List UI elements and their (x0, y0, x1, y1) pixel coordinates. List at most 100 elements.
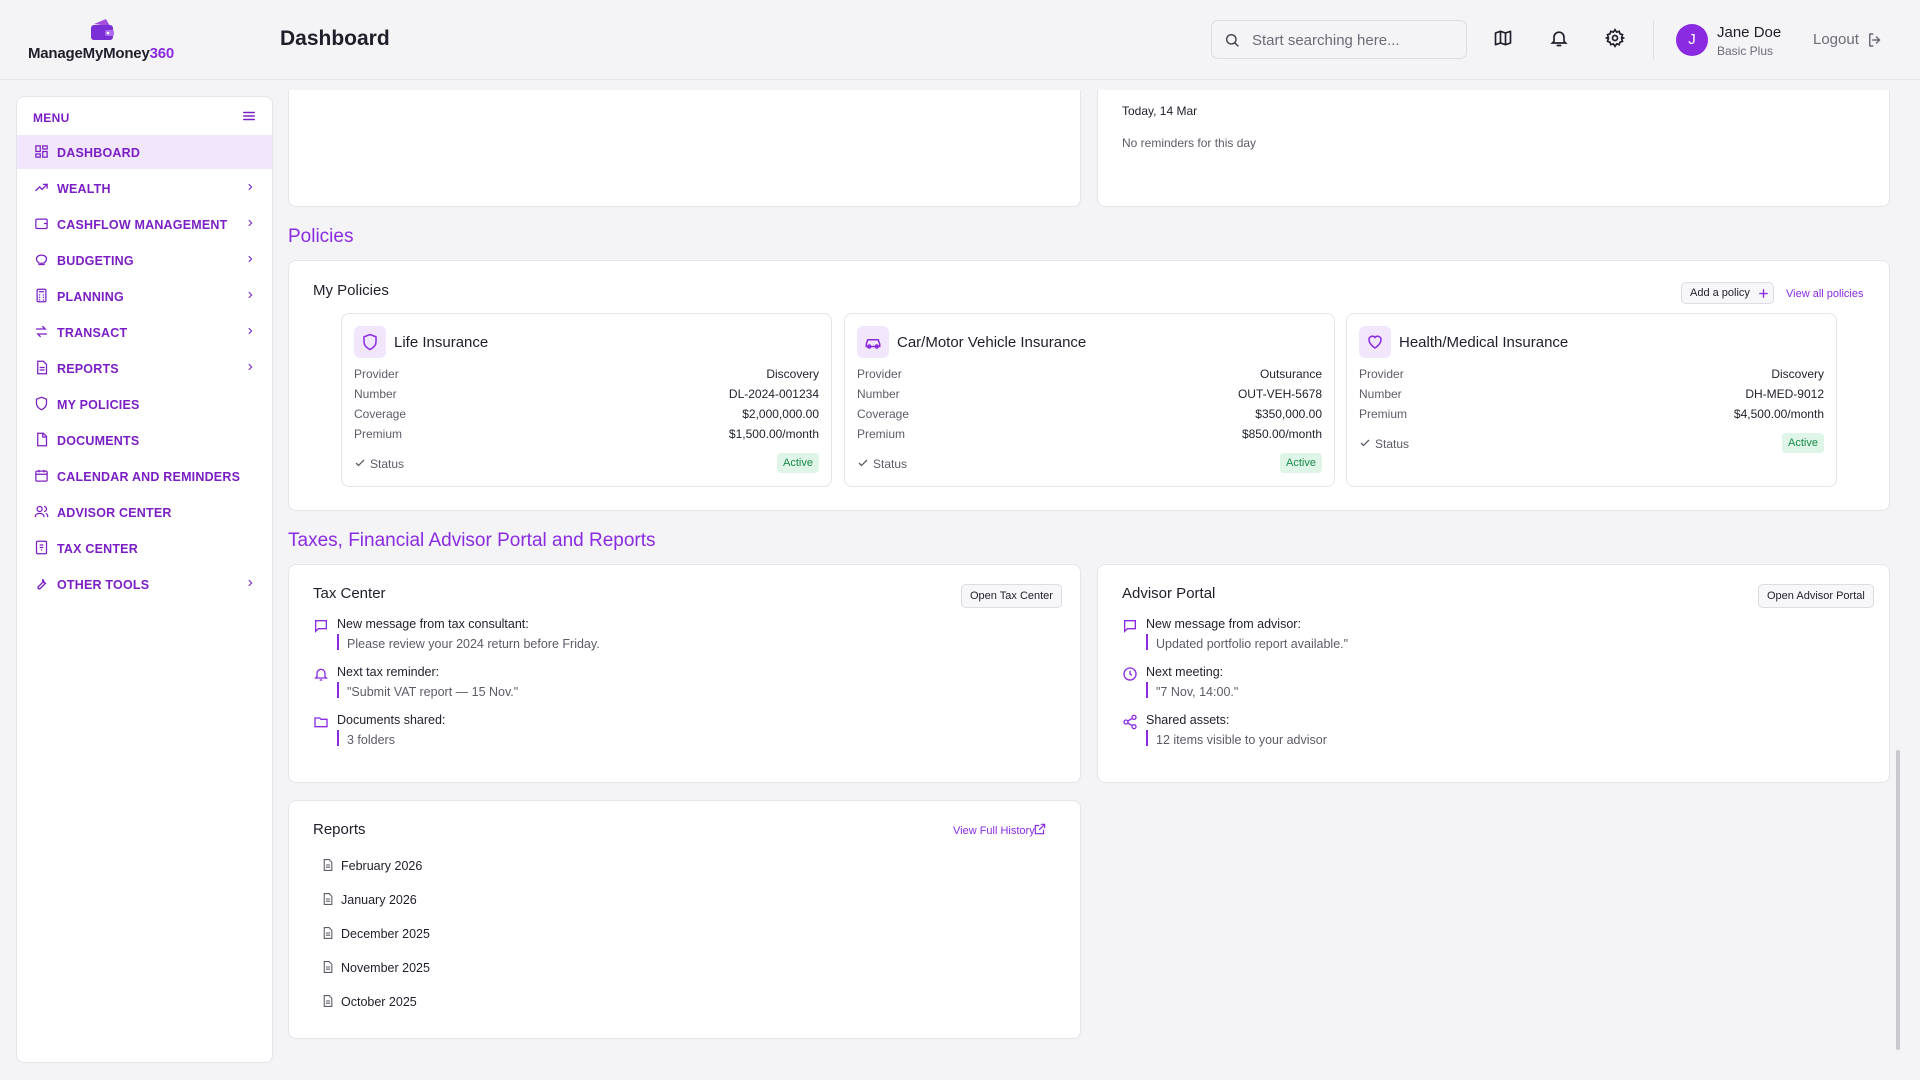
wallet-icon (35, 218, 48, 230)
sidebar-item-label: DASHBOARD (57, 146, 141, 160)
app-logo[interactable]: ManageMyMoney360 (26, 16, 178, 66)
chevron-right-icon (248, 255, 253, 263)
folder-icon (314, 717, 328, 728)
status-badge: Active (1280, 453, 1322, 473)
add-policy-button[interactable]: Add a policy (1681, 282, 1774, 304)
external-link-icon[interactable] (1033, 822, 1047, 836)
open-advisor-portal-button[interactable]: Open Advisor Portal (1758, 584, 1874, 608)
logo-wallet-icon (91, 19, 114, 40)
tax-documents-item: Documents shared: 3 folders (313, 712, 1013, 754)
sidebar-item-label: OTHER TOOLS (57, 578, 150, 592)
report-list-item[interactable]: February 2026 (321, 857, 721, 875)
menu-heading: MENU (33, 111, 70, 125)
logout-icon[interactable] (1866, 31, 1884, 49)
logout-button[interactable]: Logout (1813, 31, 1859, 48)
scrollbar-thumb[interactable] (1896, 750, 1900, 1050)
sidebar-item-cashflow[interactable]: CASHFLOW MANAGEMENT (17, 207, 272, 241)
check-icon (355, 459, 365, 467)
sidebar-item-reports[interactable]: REPORTS (17, 351, 272, 385)
policy-provider-row: Provider Discovery (354, 367, 819, 381)
advisor-message-item: New message from advisor: Updated portfo… (1122, 616, 1822, 658)
sidebar-item-documents[interactable]: DOCUMENTS (17, 423, 272, 457)
user-name: Jane Doe (1717, 24, 1782, 41)
view-all-policies-link[interactable]: View all policies (1786, 288, 1864, 300)
gear-icon[interactable] (1605, 28, 1625, 48)
search-box[interactable] (1211, 20, 1467, 59)
transfer-icon (35, 325, 48, 338)
sidebar-item-budgeting[interactable]: BUDGETING (17, 243, 272, 277)
sidebar-item-label: MY POLICIES (57, 398, 140, 412)
policy-status-row: Status Active (354, 453, 819, 473)
menu-toggle-icon[interactable] (242, 109, 256, 123)
calendar-icon (35, 469, 48, 482)
tax-center-title: Tax Center (313, 585, 386, 602)
sidebar-item-dashboard[interactable]: DASHBOARD (17, 135, 272, 169)
piggy-bank-icon (35, 254, 48, 266)
sidebar-item-advisor-center[interactable]: ADVISOR CENTER (17, 495, 272, 529)
sidebar-item-tax-center[interactable]: TAX CENTER (17, 531, 272, 565)
policy-title: Health/Medical Insurance (1399, 334, 1569, 351)
advisor-meeting-item: Next meeting: "7 Nov, 14:00." (1122, 664, 1822, 706)
policy-card-vehicle[interactable]: Car/Motor Vehicle Insurance Provider Outs… (844, 313, 1335, 487)
sidebar-item-transact[interactable]: TRANSACT (17, 315, 272, 349)
view-full-history-link[interactable]: View Full History (953, 825, 1035, 837)
plus-icon (1759, 289, 1768, 298)
policies-section-title: Policies (288, 226, 354, 247)
report-list-item[interactable]: November 2025 (321, 959, 721, 977)
top-header: ManageMyMoney360 Dashboard J Jane Doe Ba… (0, 0, 1920, 80)
sidebar-item-other-tools[interactable]: OTHER TOOLS (17, 567, 272, 601)
open-tax-center-button[interactable]: Open Tax Center (961, 584, 1062, 608)
shield-icon (35, 396, 48, 411)
chevron-right-icon (248, 183, 253, 191)
policy-number-row: Number DH-MED-9012 (1359, 387, 1824, 401)
receipt-icon (35, 540, 48, 555)
sidebar-item-label: DOCUMENTS (57, 434, 140, 448)
sidebar-item-wealth[interactable]: WEALTH (17, 171, 272, 205)
advisor-shared-item: Shared assets: 12 items visible to your … (1122, 712, 1822, 754)
status-badge: Active (777, 453, 819, 473)
report-icon (37, 360, 48, 375)
sidebar-item-planning[interactable]: PLANNING (17, 279, 272, 313)
sidebar-item-label: BUDGETING (57, 254, 134, 268)
report-list-item[interactable]: January 2026 (321, 891, 721, 909)
car-icon (865, 339, 881, 349)
tax-reminder-item: Next tax reminder: "Submit VAT report — … (313, 664, 1013, 706)
report-list-item[interactable]: December 2025 (321, 925, 721, 943)
report-list-item[interactable]: October 2025 (321, 993, 721, 1011)
status-badge: Active (1782, 433, 1824, 453)
policy-card-health[interactable]: Health/Medical Insurance Provider Discove… (1346, 313, 1837, 487)
search-input[interactable] (1252, 29, 1452, 51)
policy-status-row: Status Active (1359, 433, 1824, 453)
user-plan: Basic Plus (1717, 44, 1774, 58)
document-icon (323, 893, 333, 905)
policy-premium-row: Premium $850.00/month (857, 427, 1322, 441)
check-icon (858, 459, 868, 467)
chevron-right-icon (248, 363, 253, 371)
sidebar-item-my-policies[interactable]: MY POLICIES (17, 387, 272, 421)
avatar[interactable]: J (1676, 24, 1708, 56)
trending-up-icon (35, 183, 48, 192)
chevron-right-icon (248, 219, 253, 227)
document-icon (323, 859, 333, 871)
policy-provider-row: Provider Outsurance (857, 367, 1322, 381)
sidebar-item-calendar[interactable]: CALENDAR AND REMINDERS (17, 459, 272, 493)
sidebar-item-label: CASHFLOW MANAGEMENT (57, 218, 228, 232)
reminders-card: Today, 14 Mar No reminders for this day (1097, 90, 1890, 207)
sidebar-item-label: WEALTH (57, 182, 111, 196)
chevron-right-icon (248, 579, 253, 587)
add-policy-label: Add a policy (1690, 287, 1750, 299)
reminders-date: Today, 14 Mar (1122, 104, 1198, 118)
policy-card-life[interactable]: Life Insurance Provider Discovery Number D… (341, 313, 832, 487)
policy-provider-row: Provider Discovery (1359, 367, 1824, 381)
document-icon (323, 927, 333, 939)
policy-icon-badge (354, 326, 386, 358)
clock-icon (1123, 667, 1137, 681)
map-icon[interactable] (1493, 28, 1513, 48)
bell-icon[interactable] (1549, 28, 1569, 48)
advisor-portal-card: Advisor Portal Open Advisor Portal New m… (1097, 564, 1890, 783)
reports-card: Reports View Full History February 2026 … (288, 800, 1081, 1039)
reports-title: Reports (313, 821, 366, 838)
tax-center-card: Tax Center Open Tax Center New message f… (288, 564, 1081, 783)
my-policies-title: My Policies (313, 282, 389, 299)
policy-premium-row: Premium $1,500.00/month (354, 427, 819, 441)
